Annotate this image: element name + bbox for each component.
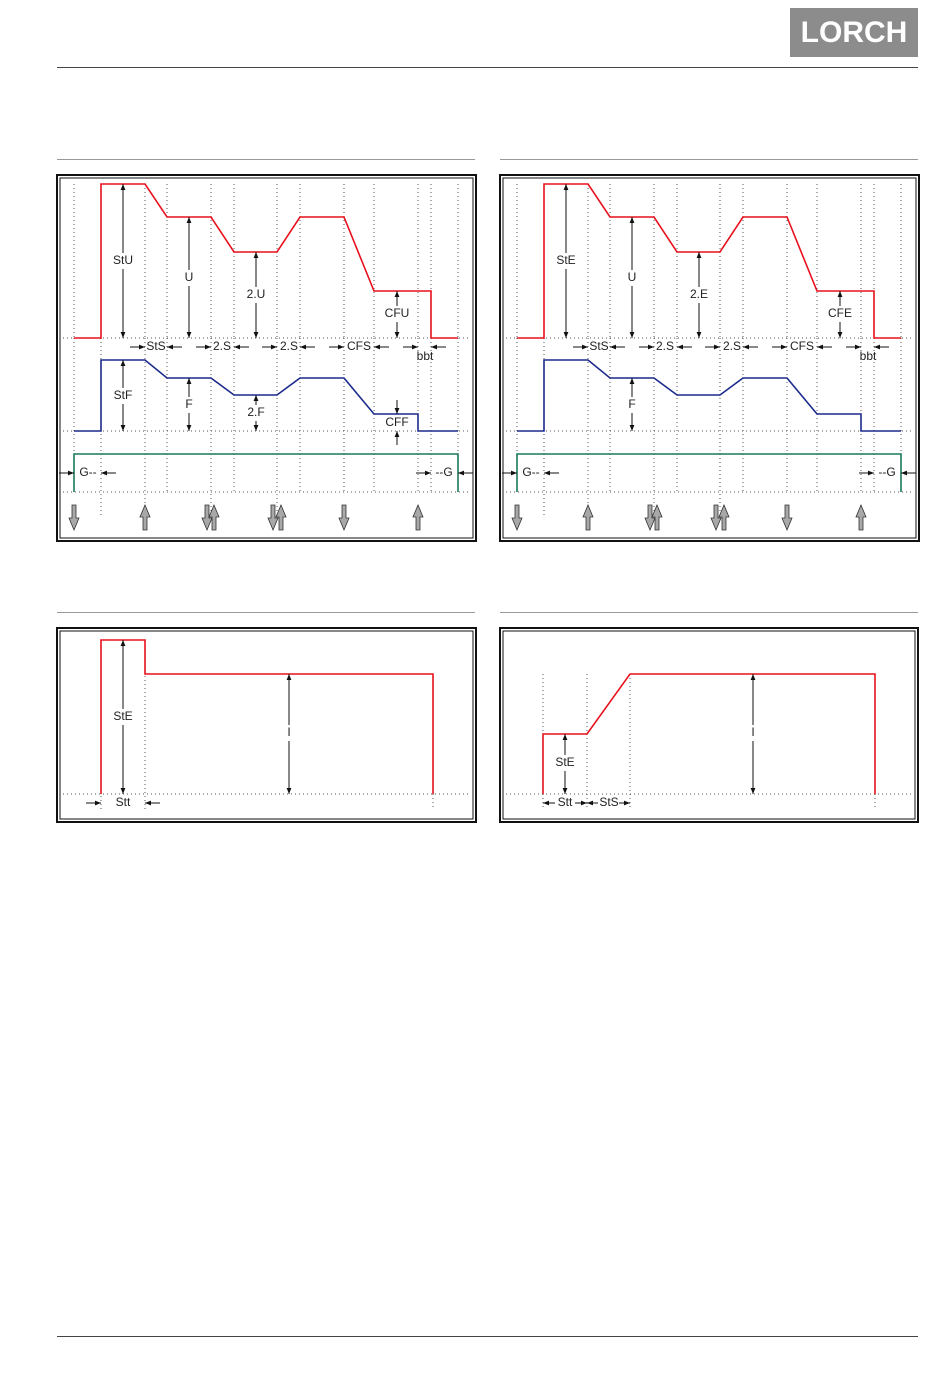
crater-fill-slope-dim-label: CFS <box>347 339 371 353</box>
wire-feed-dim-label: F <box>185 397 192 411</box>
section-divider-bottom-right <box>500 612 918 613</box>
voltage-dim-label: U <box>628 270 637 284</box>
current-dim-label: I <box>751 725 754 739</box>
footer-divider <box>57 1336 918 1337</box>
torch-button-release-icon <box>855 503 867 531</box>
burnback-time-label: bbt <box>860 349 877 363</box>
start-slope-dim-label: StS <box>589 339 608 353</box>
second-energy-dim-label: 2.E <box>690 287 708 301</box>
torch-button-release-icon <box>718 503 730 531</box>
gas-flow-curve <box>73 453 459 492</box>
section-divider-top-right <box>500 159 918 160</box>
gas-pre-flow-dim-label: G-- <box>79 465 96 479</box>
voltage-dim-label: U <box>185 270 194 284</box>
start-energy-dim-label: StE <box>555 755 574 769</box>
torch-button-press-icon <box>644 504 656 532</box>
torch-button-release-icon <box>651 503 663 531</box>
burnback-time-label: bbt <box>417 349 434 363</box>
torch-button-press-icon <box>710 504 722 532</box>
gas-post-flow-dim-label: --G <box>878 465 895 479</box>
start-voltage-dim-label: StU <box>113 253 133 267</box>
wire-feed-curve <box>517 359 901 432</box>
torch-button-press-icon <box>267 504 279 532</box>
torch-button-press-icon <box>338 504 350 532</box>
torch-button-release-icon <box>208 503 220 531</box>
header-divider <box>57 67 918 68</box>
start-slope-dim-label: StS <box>146 339 165 353</box>
start-wire-feed-dim-label: StF <box>114 388 133 402</box>
crater-fill-slope-dim-label: CFS <box>790 339 814 353</box>
section-divider-bottom-left <box>57 612 475 613</box>
torch-button-press-icon <box>201 504 213 532</box>
torch-button-press-icon <box>781 504 793 532</box>
gas-flow-curve <box>516 453 902 492</box>
second-slope-dim-1-label: 2.S <box>213 339 231 353</box>
gas-post-flow-dim-label: --G <box>435 465 452 479</box>
diagram-frame-bottom_right <box>499 627 919 823</box>
start-energy-dim-label: StE <box>113 709 132 723</box>
lorch-logo: LORCH <box>790 8 918 57</box>
torch-button-release-icon <box>139 503 151 531</box>
second-slope-dim-2-label: 2.S <box>280 339 298 353</box>
torch-button-press-icon <box>68 504 80 532</box>
current-dim-label: I <box>287 725 290 739</box>
diagram-frame-top_left-inner <box>59 177 474 539</box>
second-slope-dim-1-label: 2.S <box>656 339 674 353</box>
diagram-frame-top_left <box>56 174 477 542</box>
start-energy-dim-label: StE <box>556 253 575 267</box>
torch-button-release-icon <box>275 503 287 531</box>
start-slope-label: StS <box>599 795 618 809</box>
second-wire-feed-dim-label: 2.F <box>247 405 264 419</box>
start-time-dim-label: Stt <box>116 795 131 809</box>
diagram-frame-bottom_right-inner <box>502 630 916 820</box>
crater-fill-energy-dim-label: CFE <box>828 306 852 320</box>
second-voltage-dim-label: 2.U <box>247 287 266 301</box>
diagram-frame-bottom_left-inner <box>59 630 474 820</box>
torch-button-release-icon <box>412 503 424 531</box>
crater-fill-wire-label: CFF <box>385 415 408 429</box>
start-time-label: Stt <box>558 795 573 809</box>
current-curve <box>100 639 434 794</box>
second-slope-dim-2-label: 2.S <box>723 339 741 353</box>
gas-pre-flow-dim-label: G-- <box>522 465 539 479</box>
crater-fill-voltage-dim-label: CFU <box>385 306 410 320</box>
section-divider-top-left <box>57 159 475 160</box>
diagram-frame-top_right <box>499 174 920 542</box>
diagram-frame-bottom_left <box>56 627 477 823</box>
torch-button-release-icon <box>582 503 594 531</box>
wire-feed-dim-label: F <box>628 397 635 411</box>
diagram-frame-top_right-inner <box>502 177 917 539</box>
torch-button-press-icon <box>511 504 523 532</box>
current-curve <box>542 673 876 794</box>
